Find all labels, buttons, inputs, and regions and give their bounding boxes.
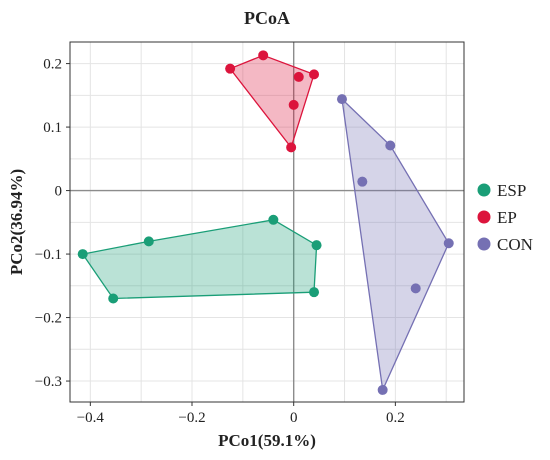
y-axis-ticks: −0.3 −0.2 −0.1 0 0.1 0.2 (35, 57, 70, 390)
x-axis-title: PCo1(59.1%) (218, 431, 316, 450)
point-con (357, 176, 368, 187)
point-esp (143, 236, 154, 247)
y-tick-label: 0.1 (43, 120, 62, 136)
y-tick-label: −0.3 (35, 374, 62, 390)
legend-label-ep: EP (497, 208, 517, 227)
point-esp (77, 249, 88, 260)
point-con (443, 238, 454, 249)
point-con (385, 140, 396, 151)
point-ep (293, 71, 304, 82)
y-tick-label: −0.1 (35, 247, 62, 263)
point-esp (311, 240, 322, 251)
legend-label-esp: ESP (497, 181, 526, 200)
x-tick-label: −0.4 (77, 410, 105, 426)
point-ep (225, 63, 236, 74)
point-esp (268, 214, 279, 225)
point-ep (288, 99, 299, 110)
legend-marker-ep (477, 210, 491, 224)
y-axis-title: PCo2(36.94%) (7, 169, 26, 275)
point-ep (258, 50, 269, 61)
point-con (377, 384, 388, 395)
x-tick-label: 0 (290, 410, 298, 426)
point-ep (309, 69, 320, 80)
data-points (77, 50, 454, 395)
point-con (410, 283, 421, 294)
plot-frame (69, 41, 465, 403)
convex-hulls (81, 54, 450, 393)
x-axis-ticks: −0.4 −0.2 0 0.2 (77, 402, 405, 426)
point-ep (286, 142, 297, 153)
point-esp (108, 293, 119, 304)
legend-marker-con (477, 237, 491, 251)
legend-marker-esp (477, 183, 491, 197)
point-esp (309, 287, 320, 298)
x-tick-label: 0.2 (386, 410, 405, 426)
y-tick-label: 0.2 (43, 57, 62, 73)
legend-label-con: CON (497, 235, 533, 254)
x-tick-label: −0.2 (178, 410, 205, 426)
chart-title: PCoA (244, 8, 290, 28)
legend: ESP EP CON (477, 181, 533, 254)
y-tick-label: −0.2 (35, 311, 62, 327)
y-tick-label: 0 (55, 184, 63, 200)
point-con (336, 94, 347, 105)
